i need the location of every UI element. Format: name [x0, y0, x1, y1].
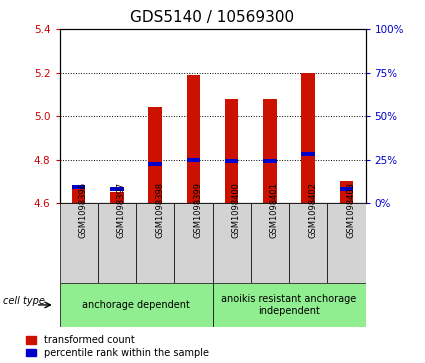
- Text: anoikis resistant anchorage
independent: anoikis resistant anchorage independent: [221, 294, 357, 316]
- FancyBboxPatch shape: [251, 203, 289, 283]
- Bar: [148, 162, 162, 166]
- Bar: [72, 185, 85, 189]
- Legend: transformed count, percentile rank within the sample: transformed count, percentile rank withi…: [26, 335, 209, 358]
- Bar: [148, 107, 162, 203]
- Bar: [263, 99, 277, 203]
- Bar: [301, 73, 315, 203]
- Bar: [340, 187, 353, 191]
- Text: cell type: cell type: [3, 295, 45, 306]
- Text: GSM1098397: GSM1098397: [117, 182, 126, 238]
- FancyBboxPatch shape: [60, 283, 212, 327]
- Text: GSM1098402: GSM1098402: [308, 182, 317, 238]
- Bar: [340, 182, 353, 203]
- Text: GSM1098400: GSM1098400: [232, 182, 241, 238]
- Text: GSM1098401: GSM1098401: [270, 182, 279, 238]
- Title: GDS5140 / 10569300: GDS5140 / 10569300: [130, 10, 295, 25]
- FancyBboxPatch shape: [327, 203, 366, 283]
- FancyBboxPatch shape: [60, 203, 98, 283]
- FancyBboxPatch shape: [212, 203, 251, 283]
- Text: GSM1098403: GSM1098403: [346, 182, 355, 238]
- Bar: [110, 192, 124, 203]
- Bar: [110, 187, 124, 191]
- Bar: [187, 75, 200, 203]
- Bar: [263, 159, 277, 163]
- FancyBboxPatch shape: [98, 203, 136, 283]
- Bar: [301, 152, 315, 156]
- FancyBboxPatch shape: [289, 203, 327, 283]
- Bar: [225, 99, 238, 203]
- FancyBboxPatch shape: [136, 203, 174, 283]
- Bar: [225, 159, 238, 163]
- Bar: [72, 188, 85, 203]
- FancyBboxPatch shape: [212, 283, 366, 327]
- Bar: [187, 158, 200, 162]
- FancyBboxPatch shape: [174, 203, 212, 283]
- Text: anchorage dependent: anchorage dependent: [82, 300, 190, 310]
- Text: GSM1098396: GSM1098396: [79, 182, 88, 238]
- Text: GSM1098398: GSM1098398: [155, 182, 164, 238]
- Text: GSM1098399: GSM1098399: [193, 182, 202, 238]
